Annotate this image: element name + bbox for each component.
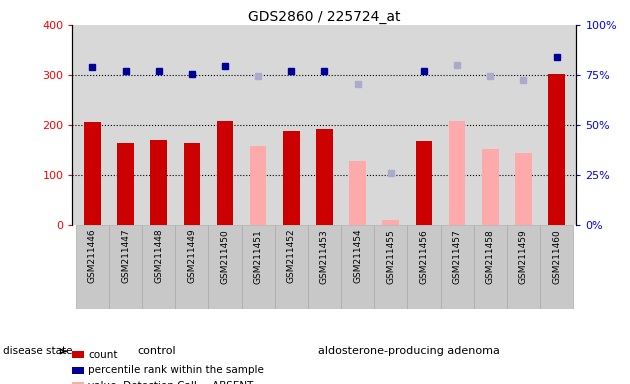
Bar — [507, 225, 540, 309]
Bar — [142, 225, 175, 309]
Text: GSM211456: GSM211456 — [420, 229, 428, 284]
Text: percentile rank within the sample: percentile rank within the sample — [88, 365, 264, 375]
Bar — [109, 225, 142, 309]
Text: GSM211448: GSM211448 — [154, 229, 163, 283]
Bar — [548, 74, 565, 225]
Text: GDS2860 / 225724_at: GDS2860 / 225724_at — [248, 10, 401, 23]
Bar — [250, 146, 266, 225]
Text: disease state: disease state — [3, 346, 72, 356]
Bar — [349, 161, 366, 225]
Text: GSM211460: GSM211460 — [552, 229, 561, 284]
Bar — [283, 131, 300, 225]
Text: GSM211451: GSM211451 — [254, 229, 263, 284]
Text: GSM211453: GSM211453 — [320, 229, 329, 284]
Text: control: control — [137, 346, 176, 356]
Text: value, Detection Call = ABSENT: value, Detection Call = ABSENT — [88, 381, 253, 384]
Text: GSM211452: GSM211452 — [287, 229, 296, 283]
Bar — [440, 225, 474, 309]
Text: GSM211459: GSM211459 — [519, 229, 528, 284]
Text: GSM211457: GSM211457 — [452, 229, 462, 284]
Bar — [117, 143, 134, 225]
Bar — [382, 220, 399, 225]
Text: GSM211455: GSM211455 — [386, 229, 395, 284]
Text: GSM211458: GSM211458 — [486, 229, 495, 284]
Bar — [76, 225, 109, 309]
Bar — [416, 141, 432, 225]
Text: GSM211447: GSM211447 — [121, 229, 130, 283]
Text: GSM211450: GSM211450 — [220, 229, 229, 284]
Bar — [341, 225, 374, 309]
Bar — [275, 225, 308, 309]
Bar — [515, 153, 532, 225]
Bar — [183, 143, 200, 225]
Bar — [217, 121, 233, 225]
Bar — [175, 225, 209, 309]
Bar — [209, 225, 241, 309]
Bar — [316, 129, 333, 225]
Text: GSM211446: GSM211446 — [88, 229, 97, 283]
Bar — [474, 225, 507, 309]
Bar — [482, 149, 498, 225]
Text: aldosterone-producing adenoma: aldosterone-producing adenoma — [318, 346, 500, 356]
Bar — [408, 225, 440, 309]
Text: GSM211449: GSM211449 — [187, 229, 197, 283]
Bar — [84, 122, 101, 225]
Text: count: count — [88, 350, 118, 360]
Bar — [308, 225, 341, 309]
Bar — [374, 225, 408, 309]
Bar — [241, 225, 275, 309]
Bar — [151, 140, 167, 225]
Text: GSM211454: GSM211454 — [353, 229, 362, 283]
Bar — [449, 121, 466, 225]
Bar — [540, 225, 573, 309]
